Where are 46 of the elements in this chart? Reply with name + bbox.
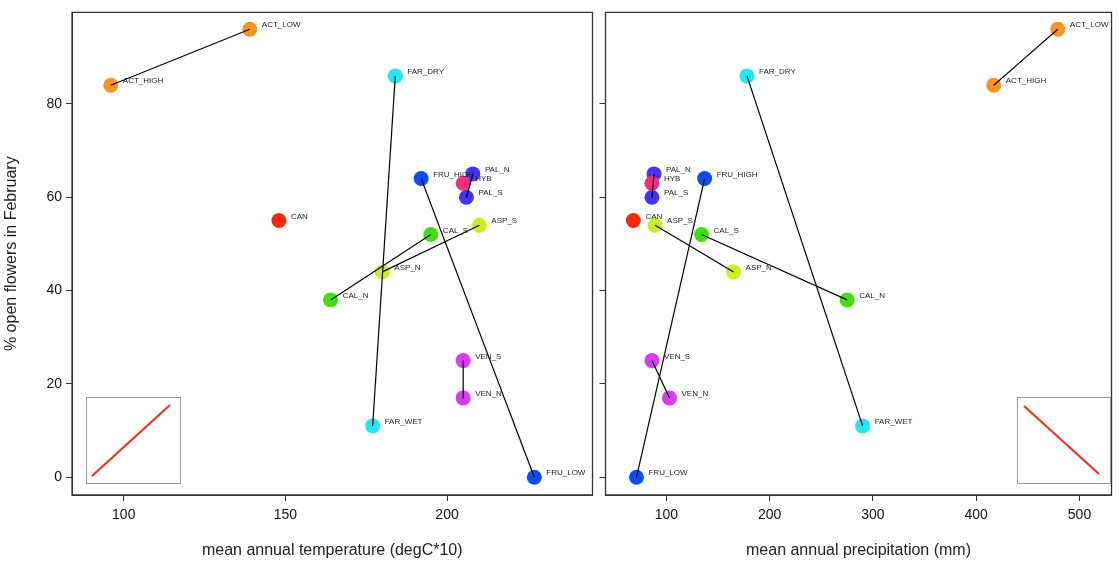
data-label: CAN [290, 211, 309, 221]
data-label: ACT_HIGH [122, 76, 164, 86]
x-axis-title: mean annual temperature (degC*10) [201, 540, 463, 558]
y-tick-label: 0 [54, 468, 63, 485]
x-axis-title: mean annual precipitation (mm) [746, 540, 971, 558]
data-label: VEN_N [681, 389, 709, 399]
data-label: VEN_S [663, 351, 691, 361]
x-tick-label: 400 [964, 506, 989, 523]
data-label: CAL_S [713, 225, 739, 235]
data-label: ACT_LOW [261, 20, 301, 30]
x-tick-label: 200 [435, 506, 459, 523]
data-label: FRU_LOW [648, 468, 689, 478]
x-tick-label: 100 [112, 506, 136, 523]
data-label: FAR_DRY [758, 67, 797, 77]
data-label: PAL_S [478, 188, 503, 198]
data-label: FAR_WET [874, 417, 913, 427]
data-label: ASP_N [394, 263, 421, 273]
data-label: PAL_S [663, 188, 689, 198]
data-label: CAL_S [442, 225, 469, 235]
x-tick-label: 500 [1067, 506, 1092, 523]
y-tick-label: 40 [46, 281, 63, 298]
data-label: HYB [663, 174, 681, 184]
data-label: CAN [645, 211, 663, 221]
y-tick-label: 20 [46, 374, 63, 391]
data-label: ACT_HIGH [1005, 76, 1047, 86]
data-label: FRU_HIGH [716, 169, 758, 179]
x-tick-label: 200 [758, 506, 782, 523]
x-tick-label: 150 [273, 506, 298, 523]
data-label: ASP_S [491, 216, 518, 226]
y-tick-label: 60 [46, 188, 63, 205]
y-axis-title: % open flowers in February [2, 156, 20, 352]
data-label: CAL_N [342, 291, 369, 301]
data-label: ASP_N [745, 263, 773, 273]
data-label: FAR_DRY [407, 67, 445, 77]
data-label: FRU_LOW [546, 468, 586, 478]
data-label: VEN_N [475, 389, 503, 399]
data-label: CAL_N [859, 291, 886, 301]
data-label: ASP_S [667, 216, 693, 226]
data-label: HYB [475, 174, 492, 184]
data-label: PAL_N [484, 165, 510, 175]
y-tick-label: 80 [46, 94, 63, 111]
x-tick-label: 100 [654, 506, 679, 523]
data-label: PAL_N [666, 165, 692, 175]
x-tick-label: 300 [861, 506, 885, 523]
data-label: ACT_LOW [1069, 20, 1109, 30]
data-label: FAR_WET [384, 417, 423, 427]
